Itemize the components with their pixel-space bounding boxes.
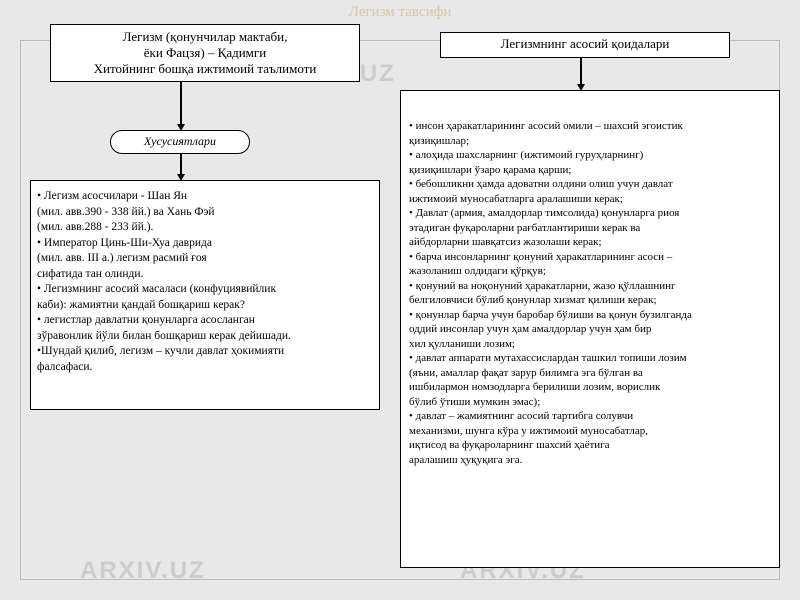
content-line: • Император Цинь-Ши-Хуа даврида bbox=[37, 236, 373, 252]
content-line: белгиловчиси бўлиб қонунлар хизмат қилиш… bbox=[409, 293, 771, 308]
content-line: • алоҳида шахсларнинг (ижтимоий гуруҳлар… bbox=[409, 148, 771, 163]
header-right-text: Легизмнинг асосий қоидалари bbox=[501, 36, 670, 51]
content-line: ижтимоий муносабатларга аралашиши керак; bbox=[409, 192, 771, 207]
content-line: • қонунлар барча учун баробар бўлиши ва … bbox=[409, 308, 771, 323]
content-line: иқтисод ва фуқароларнинг шахсий ҳаётига bbox=[409, 438, 771, 453]
header-left-line: Легизм (қонунчилар мактаби, bbox=[55, 29, 355, 45]
content-line: • инсон ҳаракатларининг асосий омили – ш… bbox=[409, 119, 771, 134]
content-line: қизиқишлар; bbox=[409, 134, 771, 149]
content-line: (яъни, амаллар фақат зарур билимга эга б… bbox=[409, 366, 771, 381]
arrow-line bbox=[180, 154, 182, 176]
content-line: сифатида тан олинди. bbox=[37, 267, 373, 283]
content-line: бўлиб ўтиши мумкин эмас); bbox=[409, 395, 771, 410]
content-line: • Давлат (армия, амалдорлар тимсолида) қ… bbox=[409, 206, 771, 221]
page-title: Легизм тавсифи bbox=[0, 0, 800, 23]
content-line: қизиқишлари ўзаро қарама қарши; bbox=[409, 163, 771, 178]
content-line: аралашиш ҳуқуқига эга. bbox=[409, 453, 771, 468]
header-left-line: ёки Фацзя) – Қадимги bbox=[55, 45, 355, 61]
content-line: • легистлар давлатни қонунларга асосланг… bbox=[37, 313, 373, 329]
content-line: • бебошликни ҳамда адоватни олдини олиш … bbox=[409, 177, 771, 192]
arrow-line bbox=[180, 82, 182, 126]
content-line: • Легизм асосчилари - Шан Ян bbox=[37, 189, 373, 205]
content-line: (мил. авв. III а.) легизм расмий ғоя bbox=[37, 251, 373, 267]
header-right-box: Легизмнинг асосий қоидалари bbox=[440, 32, 730, 58]
left-content-box: • Легизм асосчилари - Шан Ян (мил. авв.3… bbox=[30, 180, 380, 410]
content-line: • давлат аппарати мутахассислардан ташки… bbox=[409, 351, 771, 366]
content-line: этадиган фуқароларни рағбатлантириши кер… bbox=[409, 221, 771, 236]
content-line: •Шундай қилиб, легизм – кучли давлат ҳок… bbox=[37, 344, 373, 360]
content-line: фалсафаси. bbox=[37, 360, 373, 376]
right-content-box: • инсон ҳаракатларининг асосий омили – ш… bbox=[400, 90, 780, 568]
content-line: ишбилармон номзодларга берилиши лозим, в… bbox=[409, 380, 771, 395]
content-line: жазоланиш олдидаги қўрқув; bbox=[409, 264, 771, 279]
content-line: • давлат – жамиятнинг асосий тартибга со… bbox=[409, 409, 771, 424]
content-line: (мил. авв.288 - 233 йй.). bbox=[37, 220, 373, 236]
content-line: механизми, шунга кўра у ижтимоий муносаб… bbox=[409, 424, 771, 439]
content-line: айбдорларни шавқатсиз жазолаши керак; bbox=[409, 235, 771, 250]
header-left-box: Легизм (қонунчилар мактаби, ёки Фацзя) –… bbox=[50, 24, 360, 82]
content-line: зўравонлик йўли билан бошқариш керак дей… bbox=[37, 329, 373, 345]
features-label-text: Хусусиятлари bbox=[144, 134, 216, 148]
content-line: • барча инсонларнинг қонуний ҳаракатлари… bbox=[409, 250, 771, 265]
content-line: каби): жамиятни қандай бошқариш керак? bbox=[37, 298, 373, 314]
content-line: оддий инсонлар учун ҳам амалдорлар учун … bbox=[409, 322, 771, 337]
content-line: (мил. авв.390 - 338 йй.) ва Хань Фэй bbox=[37, 205, 373, 221]
content-line: • Легизмнинг асосий масаласи (конфуцияви… bbox=[37, 282, 373, 298]
arrow-line bbox=[580, 58, 582, 86]
features-label-box: Хусусиятлари bbox=[110, 130, 250, 154]
header-left-line: Хитойнинг бошқа ижтимоий таълимоти bbox=[55, 61, 355, 77]
content-line: хил қулланиши лозим; bbox=[409, 337, 771, 352]
content-line: • қонуний ва ноқонуний ҳаракатларни, жаз… bbox=[409, 279, 771, 294]
